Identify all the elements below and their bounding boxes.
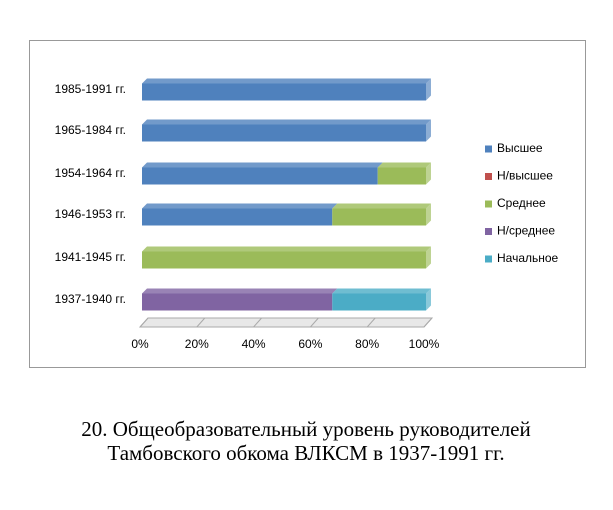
y-tick-label: 1965-1984 гг. bbox=[55, 123, 126, 137]
x-tick-label: 100% bbox=[409, 337, 440, 351]
legend-swatch bbox=[485, 200, 492, 208]
bar-top bbox=[142, 203, 338, 209]
x-tick bbox=[310, 317, 319, 328]
legend-swatch bbox=[485, 228, 492, 235]
bar bbox=[332, 293, 426, 311]
bar bbox=[142, 293, 333, 311]
x-tick bbox=[366, 317, 376, 328]
bar-top bbox=[142, 119, 431, 125]
legend-swatch bbox=[485, 173, 492, 180]
x-tick-label: 20% bbox=[185, 337, 209, 351]
bar-side bbox=[426, 203, 431, 226]
legend-label: Высшее bbox=[497, 141, 543, 155]
y-tick-label: 1946-1953 гг. bbox=[55, 207, 126, 221]
x-tick-label: 80% bbox=[355, 337, 379, 351]
bar-top bbox=[142, 246, 431, 252]
bar-top bbox=[142, 288, 338, 294]
bar bbox=[142, 167, 378, 185]
x-tick bbox=[423, 317, 433, 328]
bar-top bbox=[142, 78, 431, 84]
bar bbox=[142, 83, 426, 101]
bar-side bbox=[426, 246, 431, 269]
legend-swatch bbox=[485, 145, 492, 153]
x-tick bbox=[196, 317, 206, 328]
bar bbox=[142, 124, 426, 142]
y-tick-label: 1941-1945 гг. bbox=[55, 250, 126, 264]
y-tick-label: 1937-1940 гг. bbox=[55, 292, 126, 306]
y-tick-label: 1954-1964 гг. bbox=[55, 166, 126, 180]
bar bbox=[332, 208, 426, 226]
bar-top bbox=[142, 162, 383, 168]
x-tick bbox=[253, 317, 262, 328]
bar bbox=[142, 251, 426, 269]
bar bbox=[142, 208, 333, 226]
bar-top bbox=[332, 288, 431, 294]
legend-label: Начальное bbox=[497, 251, 559, 265]
bar-side bbox=[426, 78, 431, 101]
bar bbox=[377, 167, 426, 185]
x-tick-label: 0% bbox=[131, 337, 149, 351]
legend-swatch bbox=[485, 255, 492, 263]
x-tick-label: 40% bbox=[242, 337, 266, 351]
y-tick-label: 1985-1991 гг. bbox=[55, 82, 126, 96]
x-tick-label: 60% bbox=[298, 337, 322, 351]
bar-top bbox=[332, 203, 431, 209]
caption-line: 20. Общеобразовательный уровень руководи… bbox=[81, 417, 531, 441]
x-tick bbox=[139, 317, 149, 328]
floor bbox=[138, 317, 434, 328]
legend-label: Н/среднее bbox=[497, 224, 555, 238]
bar-side bbox=[426, 162, 431, 185]
legend-label: Н/высшее bbox=[497, 169, 553, 183]
bar-side bbox=[426, 119, 431, 142]
bar-top bbox=[377, 162, 431, 168]
bar-side bbox=[426, 288, 431, 311]
caption-line: Тамбовского обкома ВЛКСМ в 1937-1991 гг. bbox=[107, 441, 504, 465]
legend-label: Среднее bbox=[497, 196, 546, 210]
